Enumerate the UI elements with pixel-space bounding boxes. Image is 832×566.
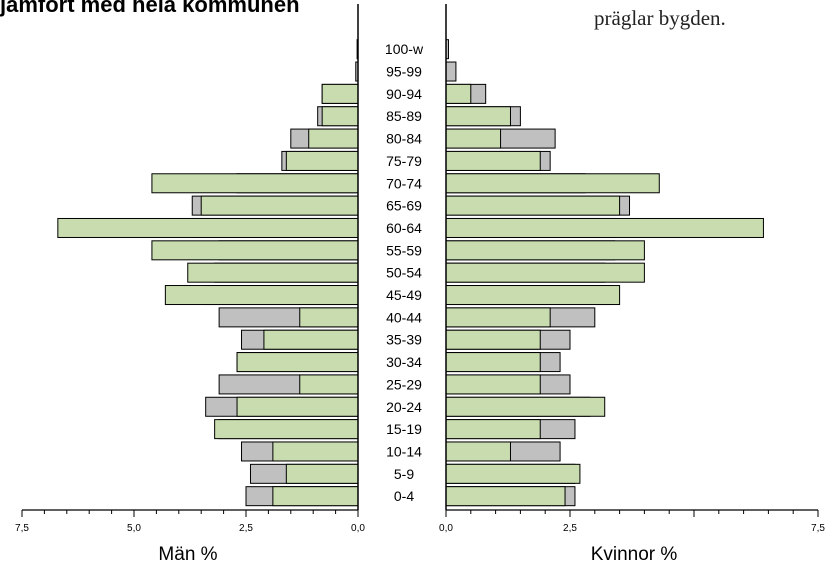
bar-men-område-60-64	[57, 217, 359, 238]
bar-women-område-90-94	[445, 83, 472, 104]
men-tick-label: 7,5	[15, 523, 29, 534]
bar-women-område-30-34	[445, 352, 541, 373]
bar-women-område-0-4	[445, 486, 566, 507]
age-label-95-99: 95-99	[386, 64, 422, 80]
age-label-45-49: 45-49	[386, 287, 422, 303]
age-label-50-54: 50-54	[386, 265, 422, 281]
bar-women-område-15-19	[445, 419, 541, 440]
age-label-30-34: 30-34	[386, 354, 422, 370]
bar-women-område-50-54	[445, 262, 645, 283]
bar-men-område-90-94	[321, 83, 359, 104]
bar-men-område-40-44	[299, 307, 359, 328]
age-label-60-64: 60-64	[386, 220, 422, 236]
age-label-75-79: 75-79	[386, 153, 422, 169]
bar-women-område-40-44	[445, 307, 551, 328]
bar-men-område-0-4	[272, 486, 359, 507]
bar-women-område-10-14	[445, 441, 511, 462]
men-tick-label: 0,0	[351, 523, 365, 534]
bar-men-område-80-84	[308, 128, 359, 149]
bar-men-område-85-89	[321, 106, 359, 127]
men-tick-label: 5,0	[127, 523, 141, 534]
bar-women-område-25-29	[445, 374, 541, 395]
age-label-65-69: 65-69	[386, 198, 422, 214]
men-tick-label: 2,5	[239, 523, 253, 534]
bar-women-område-80-84	[445, 128, 502, 149]
age-label-85-89: 85-89	[386, 108, 422, 124]
bar-women-område-20-24	[445, 396, 606, 417]
bar-women-område-45-49	[445, 285, 621, 306]
bar-men-område-10-14	[272, 441, 359, 462]
age-label-70-74: 70-74	[386, 175, 422, 191]
women-tick-label: 7,5	[811, 523, 825, 534]
bar-men-område-55-59	[151, 240, 359, 261]
women-tick-label: 2,5	[563, 523, 577, 534]
bar-men-område-35-39	[263, 329, 359, 350]
age-label-90-94: 90-94	[386, 86, 422, 102]
bar-women-område-55-59	[445, 240, 645, 261]
bar-men-område-75-79	[285, 150, 359, 171]
bar-men-område-20-24	[236, 396, 359, 417]
age-label-0-4: 0-4	[394, 488, 414, 504]
bar-men-område-50-54	[187, 262, 359, 283]
age-label-100-w: 100-w	[385, 41, 424, 57]
women-tick-label: 0,0	[439, 523, 453, 534]
bar-women-kommun-95-99	[445, 61, 457, 82]
bar-men-område-5-9	[285, 463, 359, 484]
bar-men-område-45-49	[164, 285, 359, 306]
bar-men-område-30-34	[236, 352, 359, 373]
bar-men-område-70-74	[151, 173, 359, 194]
bar-men-område-65-69	[200, 195, 359, 216]
bar-men-område-25-29	[299, 374, 359, 395]
header-right-text: präglar bygden.	[594, 6, 726, 30]
age-label-10-14: 10-14	[386, 443, 422, 459]
age-label-25-29: 25-29	[386, 376, 422, 392]
bar-women-område-75-79	[445, 150, 541, 171]
bar-women-område-70-74	[445, 173, 660, 194]
bar-women-område-35-39	[445, 329, 541, 350]
men-axis-title: Män %	[158, 544, 217, 565]
age-label-5-9: 5-9	[394, 466, 414, 482]
bar-women-område-5-9	[445, 463, 581, 484]
bar-men-område-15-19	[214, 419, 359, 440]
bar-women-område-60-64	[445, 217, 764, 238]
age-label-55-59: 55-59	[386, 242, 422, 258]
age-label-20-24: 20-24	[386, 399, 422, 415]
age-label-15-19: 15-19	[386, 421, 422, 437]
age-label-40-44: 40-44	[386, 309, 422, 325]
header-left-text: jämfört med hela kommunen	[0, 0, 300, 17]
age-label-35-39: 35-39	[386, 332, 422, 348]
bar-women-område-65-69	[445, 195, 621, 216]
age-label-80-84: 80-84	[386, 131, 422, 147]
women-axis-title: Kvinnor %	[591, 544, 678, 565]
bar-women-område-85-89	[445, 106, 511, 127]
